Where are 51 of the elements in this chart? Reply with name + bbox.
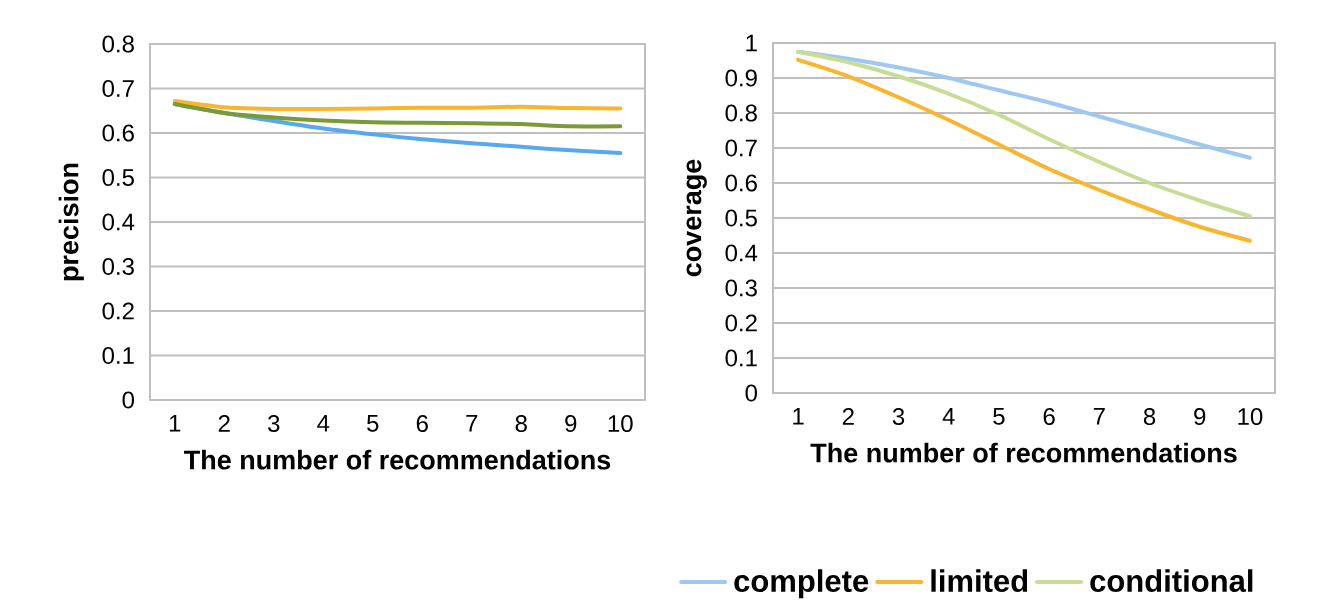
line-series	[796, 57, 1252, 243]
x-tick-label: 3	[892, 408, 905, 426]
y-tick-label: 0.3	[102, 258, 134, 275]
y-tick-label: 0.6	[725, 174, 757, 192]
x-tick-label: 3	[267, 415, 280, 433]
y-tick-label: 0.4	[102, 213, 135, 231]
y-tick-label: 0.5	[102, 169, 134, 186]
y-tick-label: 0.1	[725, 349, 757, 367]
x-axis-title: The number of recommendations	[184, 449, 611, 470]
y-tick-label: 0.2	[102, 302, 134, 320]
y-tick-label: 0.9	[725, 69, 757, 87]
x-tick-label: 1	[169, 415, 181, 432]
x-tick-label: 8	[515, 415, 527, 433]
y-tick-label: 0.4	[725, 244, 758, 262]
y-tick-label: 0.8	[102, 35, 134, 53]
x-tick-label: 5	[993, 408, 1005, 425]
x-tick-label: 10	[1238, 408, 1263, 426]
x-tick-label: 6	[416, 415, 428, 433]
x-tick-label: 9	[1194, 408, 1206, 426]
y-tick-label: 0	[122, 391, 135, 409]
y-tick-label: 1	[746, 34, 757, 52]
legend-label: conditional	[1090, 569, 1253, 593]
x-tick-label: 1	[793, 408, 804, 425]
line-series	[172, 102, 623, 129]
x-tick-label: 2	[842, 408, 854, 425]
legend-label: limited	[931, 569, 1028, 593]
y-tick-label: 0.1	[102, 347, 134, 364]
y-tick-label: 0.2	[725, 314, 757, 332]
x-tick-label: 7	[466, 415, 478, 432]
y-tick-label: 0	[745, 384, 758, 402]
y-axis-title: precision	[58, 163, 84, 281]
y-tick-label: 0.7	[102, 80, 134, 97]
y-tick-label: 0.6	[102, 124, 134, 142]
y-tick-label: 0.8	[725, 104, 757, 122]
x-tick-label: 5	[367, 415, 379, 432]
x-tick-label: 4	[317, 415, 330, 432]
x-tick-label: 2	[218, 415, 230, 432]
legend-label: complete	[734, 569, 869, 599]
y-tick-label: 0.5	[725, 209, 757, 227]
x-axis-title: The number of recommendations	[810, 442, 1237, 463]
x-tick-label: 9	[565, 415, 577, 433]
line-series	[172, 98, 623, 112]
y-tick-label: 0.7	[725, 139, 757, 157]
y-axis-title: coverage	[686, 159, 707, 277]
y-tick-label: 0.3	[725, 279, 757, 297]
x-tick-label: 8	[1143, 408, 1156, 426]
x-tick-label: 10	[608, 415, 633, 433]
x-tick-label: 7	[1093, 408, 1105, 425]
x-tick-label: 4	[942, 408, 955, 425]
line-series	[796, 49, 1252, 219]
x-tick-label: 6	[1043, 408, 1055, 426]
